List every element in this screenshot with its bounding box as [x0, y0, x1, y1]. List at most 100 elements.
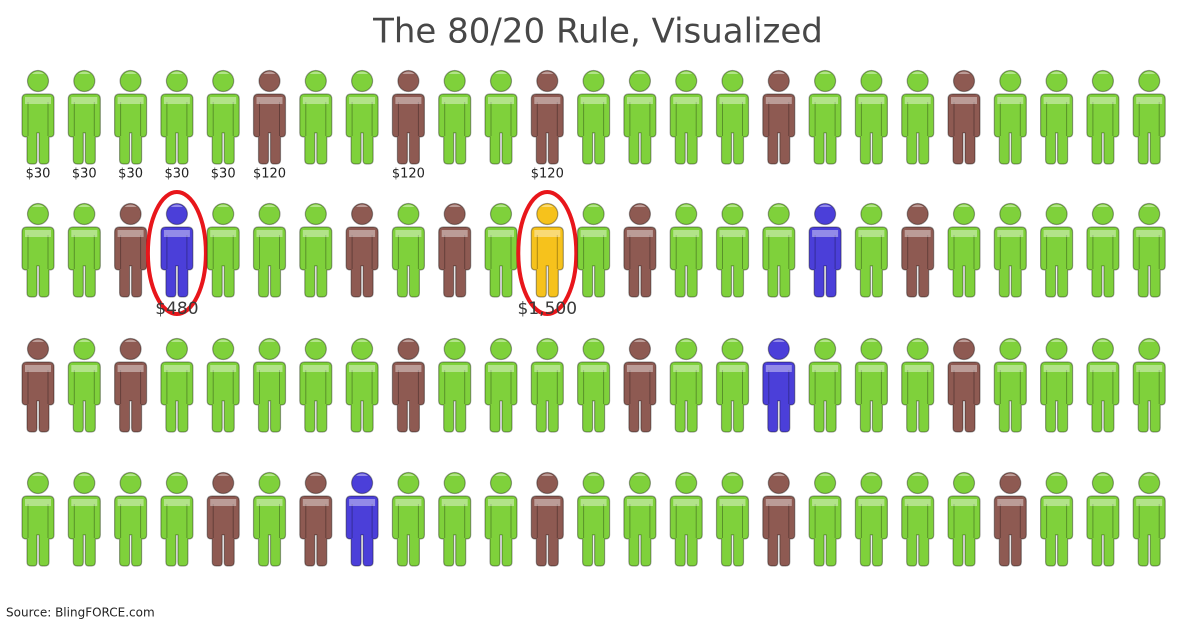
person-shine	[904, 204, 931, 237]
person	[669, 471, 703, 567]
person-body	[206, 93, 240, 165]
person-arm-line	[860, 235, 882, 269]
person-arm-line	[814, 102, 836, 136]
person-shine	[71, 71, 98, 104]
person-head	[906, 202, 929, 226]
person-arm-line	[259, 504, 280, 538]
person-body	[530, 93, 564, 165]
person-head	[119, 337, 142, 361]
person	[762, 337, 796, 433]
person	[67, 471, 101, 567]
person-head	[26, 337, 50, 361]
person-arm-line	[444, 235, 466, 269]
person-shine	[626, 71, 653, 104]
person-head	[813, 337, 837, 361]
person	[669, 202, 703, 298]
person-shine	[904, 71, 931, 104]
person-shine	[534, 204, 561, 237]
person-shine	[349, 339, 376, 372]
person	[715, 471, 750, 567]
person-shine	[117, 339, 144, 372]
person	[993, 69, 1027, 165]
person-head	[628, 202, 652, 226]
person-shine	[1089, 473, 1116, 506]
person-head	[258, 471, 281, 495]
person	[114, 471, 148, 567]
person	[576, 337, 611, 433]
person-arm-line	[397, 370, 419, 404]
person	[345, 202, 379, 298]
person	[252, 471, 287, 567]
person-shine	[163, 204, 190, 237]
person-body	[715, 361, 750, 433]
person-arm-line	[953, 504, 975, 538]
person-body	[206, 495, 240, 567]
person-body	[669, 361, 703, 433]
person	[299, 471, 333, 567]
person-arm-line	[722, 370, 743, 404]
person	[1086, 202, 1120, 298]
person-arm-line	[814, 504, 836, 538]
person-body	[67, 226, 101, 298]
person-arm-line	[583, 102, 605, 136]
person	[206, 337, 240, 433]
person	[762, 471, 796, 567]
person-shine	[812, 71, 839, 104]
value-label: $120	[253, 167, 286, 182]
person-arm-line	[768, 235, 790, 269]
person-shine	[302, 71, 329, 104]
person-body	[715, 93, 750, 165]
person-body	[1039, 361, 1074, 433]
person-body	[901, 226, 935, 298]
person	[67, 337, 101, 433]
person-body	[854, 495, 889, 567]
person-shine	[488, 71, 514, 104]
person-shine	[256, 473, 283, 506]
person-shine	[719, 204, 746, 237]
person-arm-line	[675, 102, 697, 136]
person-arm-line	[120, 102, 142, 136]
person-arm-line	[814, 370, 836, 404]
person-arm-line	[212, 102, 234, 136]
person	[623, 69, 657, 165]
person	[67, 69, 101, 165]
person-shine	[673, 339, 700, 372]
person-body	[484, 495, 518, 567]
person-head	[73, 337, 96, 361]
person-body	[576, 361, 611, 433]
person	[901, 202, 935, 298]
person-arm-line	[722, 504, 743, 538]
person-shine	[951, 204, 977, 237]
person-body	[762, 226, 796, 298]
person-shine	[1136, 339, 1163, 372]
person-arm-line	[675, 370, 697, 404]
person-head	[119, 202, 142, 226]
person-body	[808, 93, 842, 165]
person-body	[1039, 93, 1074, 165]
person-head	[628, 69, 652, 93]
person	[808, 69, 842, 165]
person-body	[1132, 226, 1166, 298]
person	[1039, 202, 1074, 298]
person-arm-line	[397, 102, 419, 136]
person-arm-line	[27, 235, 49, 269]
person-body	[345, 495, 379, 567]
person	[206, 69, 240, 165]
person-body	[21, 93, 55, 165]
person-head	[397, 69, 420, 93]
person-body	[160, 495, 194, 567]
person-arm-line	[675, 504, 697, 538]
person	[1132, 471, 1166, 567]
person-arm-line	[953, 370, 975, 404]
person-shine	[1043, 71, 1070, 104]
person-head	[1045, 337, 1068, 361]
person-head	[721, 69, 744, 93]
person-arm-line	[1046, 504, 1068, 538]
person	[1039, 337, 1074, 433]
person-body	[1086, 226, 1120, 298]
person-shine	[71, 473, 98, 506]
person	[1039, 69, 1074, 165]
person-body	[391, 93, 425, 165]
person-head	[489, 337, 513, 361]
value-label: $480	[155, 299, 198, 319]
